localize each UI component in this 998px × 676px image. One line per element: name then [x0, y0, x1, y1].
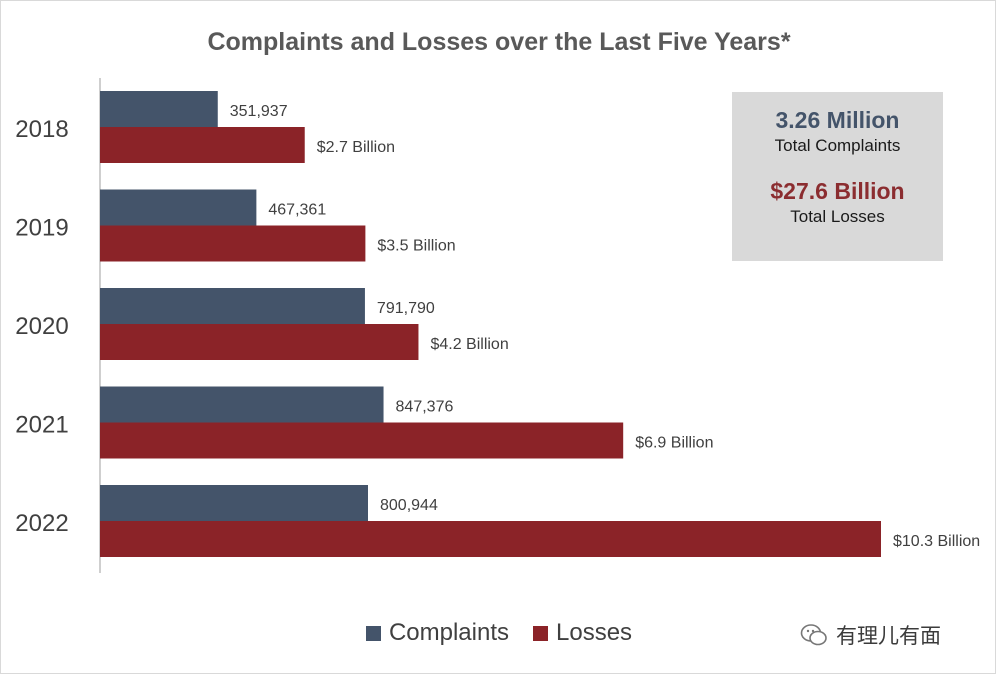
data-label-losses-2020: $4.2 Billion — [430, 336, 508, 353]
data-label-losses-2022: $10.3 Billion — [893, 533, 980, 550]
data-label-complaints-2019: 467,361 — [268, 202, 326, 219]
data-label-losses-2018: $2.7 Billion — [317, 139, 395, 156]
wechat-icon — [800, 624, 827, 646]
bar-complaints-2020 — [100, 288, 365, 324]
legend-label-losses: Losses — [556, 619, 633, 646]
bar-losses-2022 — [100, 521, 881, 557]
legend-item-complaints: Complaints — [365, 619, 509, 647]
total-complaints-value: 3.26 Million — [775, 107, 900, 133]
y-tick-label-2019: 2019 — [15, 215, 68, 242]
legend-swatch-losses — [533, 625, 548, 641]
y-tick-label-2020: 2020 — [15, 313, 68, 340]
legend-swatch-complaints — [365, 625, 381, 641]
watermark: 有理儿有面 — [800, 620, 941, 650]
legend-label-complaints: Complaints — [388, 619, 509, 646]
bar-losses-2018 — [100, 127, 305, 163]
bar-losses-2019 — [100, 225, 366, 262]
data-label-complaints-2022: 800,944 — [380, 497, 438, 514]
total-losses-label: Total Losses — [790, 207, 885, 226]
bars-group: 2018 351,937 $2.7 Billion 2019 467,361 $3.5 B… — [15, 91, 980, 557]
bar-complaints-2021 — [100, 386, 384, 423]
bar-complaints-2022 — [100, 485, 368, 521]
bar-losses-2021 — [100, 422, 624, 459]
total-losses-value: $27.6 Billion — [770, 178, 905, 204]
legend-item-losses: Losses — [533, 619, 632, 647]
watermark-text: 有理儿有面 — [836, 625, 941, 648]
y-tick-label-2018: 2018 — [15, 116, 68, 143]
bar-complaints-2019 — [100, 189, 257, 226]
total-complaints-label: Total Complaints — [774, 136, 901, 155]
bar-complaints-2018 — [100, 91, 218, 127]
legend: Complaints Losses — [0, 619, 998, 647]
data-label-losses-2019: $3.5 Billion — [377, 238, 455, 255]
data-label-complaints-2018: 351,937 — [230, 103, 288, 120]
y-tick-label-2022: 2022 — [15, 510, 68, 537]
data-label-complaints-2021: 847,376 — [396, 399, 454, 416]
bar-losses-2020 — [100, 324, 419, 360]
data-label-losses-2021: $6.9 Billion — [635, 435, 713, 452]
totals-box: 3.26 Million Total Complaints $27.6 Bill… — [732, 92, 943, 261]
y-tick-label-2021: 2021 — [15, 412, 68, 439]
data-label-complaints-2020: 791,790 — [377, 300, 435, 317]
chart-title: Complaints and Losses over the Last Five… — [207, 28, 791, 56]
